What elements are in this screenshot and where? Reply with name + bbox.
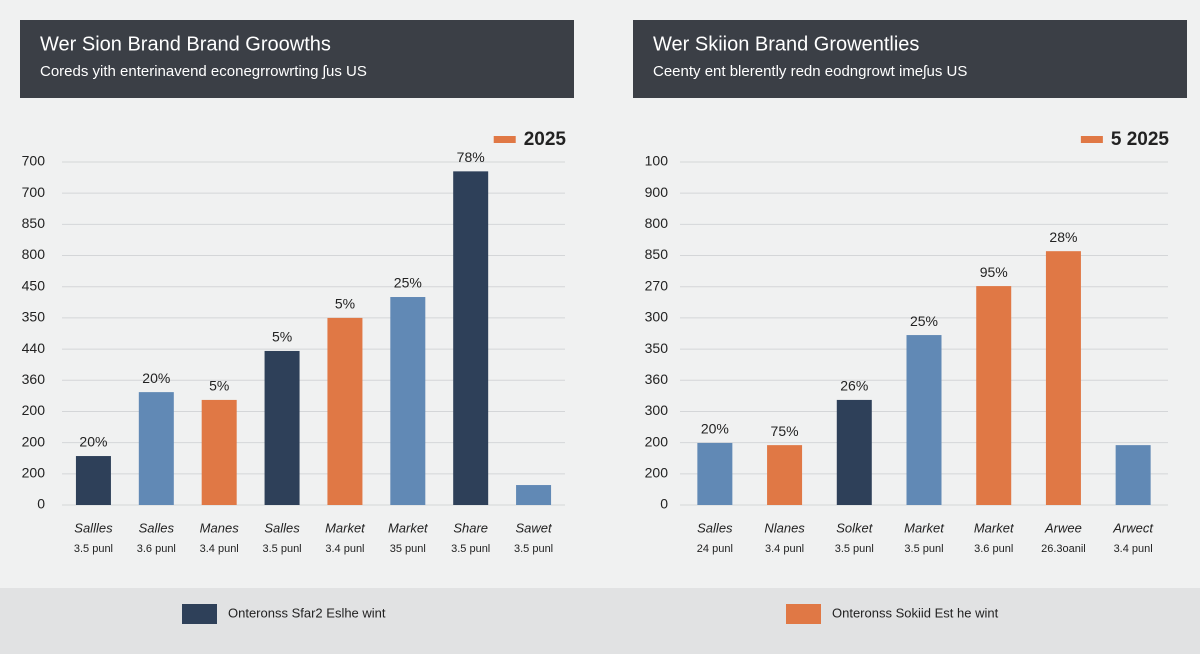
bar xyxy=(1115,445,1151,505)
bar xyxy=(75,456,111,505)
y-tick-label: 450 xyxy=(22,277,46,293)
bar-label: 95% xyxy=(980,264,1008,280)
x-sub-label: 3.5 punl xyxy=(262,543,301,555)
footer-legend-label: Onteronss Sfar2 Eslhe wint xyxy=(228,605,386,620)
y-tick-label: 200 xyxy=(22,465,46,481)
bar xyxy=(264,350,300,505)
x-sub-label: 3.4 punl xyxy=(765,543,804,555)
y-tick-label: 200 xyxy=(645,433,669,449)
y-tick-label: 100 xyxy=(645,153,669,169)
x-sub-label: 3.5 punl xyxy=(74,543,113,555)
x-sub-label: 3.5 punl xyxy=(451,543,490,555)
bar xyxy=(697,442,733,505)
x-tick-label: Solket xyxy=(836,520,874,535)
x-tick-label: Nlanes xyxy=(764,520,805,535)
x-tick-label: Salles xyxy=(139,520,175,535)
x-sub-label: 24 punl xyxy=(697,543,733,555)
x-tick-label: Market xyxy=(388,520,429,535)
y-tick-label: 850 xyxy=(645,246,669,262)
y-tick-label: 800 xyxy=(645,215,669,231)
legend-swatch xyxy=(1080,136,1103,143)
x-sub-label: 3.6 punl xyxy=(974,543,1013,555)
bar-label: 20% xyxy=(142,370,170,386)
x-sub-label: 3.5 punl xyxy=(514,543,553,555)
footer-legend-label: Onteronss Sokiid Est he wint xyxy=(832,605,999,620)
x-tick-label: Salles xyxy=(697,520,733,535)
bar-label: 28% xyxy=(1049,229,1077,245)
x-sub-label: 3.5 punl xyxy=(904,543,943,555)
header-box xyxy=(20,20,574,98)
bar xyxy=(516,485,552,505)
y-tick-label: 200 xyxy=(22,402,46,418)
header-box xyxy=(633,20,1187,98)
bar-label: 26% xyxy=(840,378,868,394)
x-sub-label: 3.4 punl xyxy=(200,543,239,555)
y-tick-label: 0 xyxy=(37,496,45,512)
chart-title: Wer Sion Brand Brand Groowths xyxy=(40,33,331,55)
y-tick-label: 350 xyxy=(22,309,46,325)
y-tick-label: 800 xyxy=(22,246,46,262)
x-tick-label: Arwee xyxy=(1044,520,1082,535)
bar xyxy=(767,445,803,505)
bar-label: 20% xyxy=(79,434,107,450)
chart-subtitle: Coreds yith enterinavend econegrrowrting… xyxy=(40,63,367,80)
x-sub-label: 35 punl xyxy=(390,543,426,555)
bar xyxy=(836,399,872,505)
x-sub-label: 3.4 punl xyxy=(325,543,364,555)
x-sub-label: 3.6 punl xyxy=(137,543,176,555)
x-tick-label: Market xyxy=(325,520,366,535)
y-tick-label: 360 xyxy=(22,371,46,387)
legend-swatch xyxy=(493,136,516,143)
bar-label: 25% xyxy=(394,275,422,291)
y-tick-label: 300 xyxy=(645,309,669,325)
bar xyxy=(906,335,942,505)
bar xyxy=(138,392,174,505)
x-tick-label: Sallles xyxy=(74,520,113,535)
legend-label: 2025 xyxy=(524,129,567,150)
footer-legend-swatch xyxy=(786,604,821,624)
bar xyxy=(976,286,1012,505)
y-tick-label: 360 xyxy=(645,371,669,387)
chart-subtitle: Ceenty ent blerently redn eodngrowt imeʃ… xyxy=(653,63,967,80)
bar xyxy=(390,297,426,505)
x-tick-label: Arwect xyxy=(1112,520,1154,535)
bar xyxy=(201,399,237,505)
y-tick-label: 270 xyxy=(645,277,669,293)
chart-title: Wer Skiion Brand Growentlies xyxy=(653,33,919,55)
bar-label: 5% xyxy=(209,378,229,394)
x-tick-label: Share xyxy=(453,520,488,535)
bar xyxy=(453,171,489,505)
x-sub-label: 3.4 punl xyxy=(1114,543,1153,555)
bar-label: 20% xyxy=(701,421,729,437)
bar-label: 75% xyxy=(771,423,799,439)
legend-label: 5 2025 xyxy=(1111,129,1170,150)
x-tick-label: Market xyxy=(974,520,1015,535)
bar xyxy=(1045,251,1081,505)
y-tick-label: 200 xyxy=(22,433,46,449)
y-tick-label: 440 xyxy=(22,340,46,356)
y-tick-label: 200 xyxy=(645,465,669,481)
bar-label: 25% xyxy=(910,313,938,329)
y-tick-label: 700 xyxy=(22,184,46,200)
x-tick-label: Market xyxy=(904,520,945,535)
y-tick-label: 350 xyxy=(645,340,669,356)
y-tick-label: 850 xyxy=(22,215,46,231)
x-sub-label: 3.5 punl xyxy=(835,543,874,555)
y-tick-label: 0 xyxy=(660,496,668,512)
y-tick-label: 300 xyxy=(645,402,669,418)
footer-band xyxy=(0,588,1200,654)
bar-label: 5% xyxy=(272,329,292,345)
footer-legend-swatch xyxy=(182,604,217,624)
y-tick-label: 900 xyxy=(645,184,669,200)
bar xyxy=(327,317,363,505)
bar-label: 78% xyxy=(457,149,485,165)
x-sub-label: 26.3oanil xyxy=(1041,543,1086,555)
x-tick-label: Sawet xyxy=(515,520,553,535)
y-tick-label: 700 xyxy=(22,153,46,169)
bar-label: 5% xyxy=(335,296,355,312)
x-tick-label: Salles xyxy=(264,520,300,535)
x-tick-label: Manes xyxy=(200,520,240,535)
